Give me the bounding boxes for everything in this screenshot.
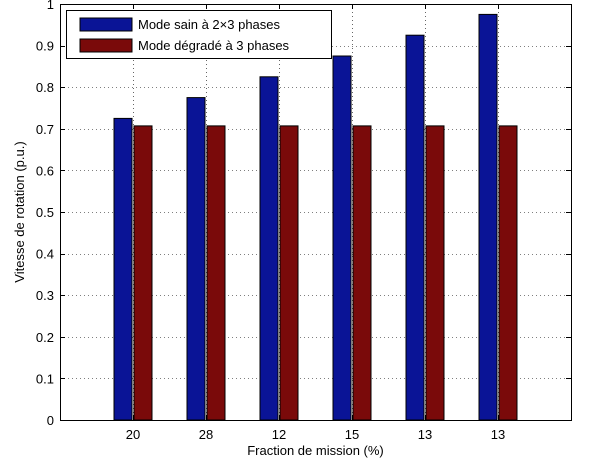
y-tick-label: 0.1 [36, 371, 54, 386]
x-tick-labels: 20 28 12 15 13 13 [126, 427, 505, 442]
y-axis-label: Vitesse de rotation (p.u.) [12, 141, 27, 282]
y-tick-label: 0.5 [36, 205, 54, 220]
bar-mode-degrade [133, 125, 153, 421]
bar-mode-degrade [498, 125, 518, 421]
y-tick-label: 0.6 [36, 163, 54, 178]
x-tick-label: 13 [491, 427, 505, 442]
legend-swatch-degrade [79, 38, 133, 53]
y-tick-label: 0.2 [36, 330, 54, 345]
bar-mode-sain [186, 97, 206, 421]
x-axis-label: Fraction de mission (%) [247, 443, 384, 458]
y-tick-labels: 0 0.1 0.2 0.3 0.4 0.5 0.6 0.7 0.8 0.9 1 [36, 0, 54, 428]
axis-ticks [60, 4, 571, 421]
legend-swatch-sain [79, 17, 133, 32]
bar-mode-degrade [279, 125, 299, 421]
x-tick-label: 20 [126, 427, 140, 442]
bar-mode-degrade [425, 125, 445, 421]
legend-label-degrade: Mode dégradé à 3 phases [138, 38, 290, 53]
bar-mode-sain [332, 55, 352, 421]
legend-label-sain: Mode sain à 2×3 phases [138, 17, 281, 32]
x-tick-label: 12 [272, 427, 286, 442]
y-tick-label: 0.9 [36, 39, 54, 54]
x-tick-label: 13 [418, 427, 432, 442]
y-tick-label: 0.4 [36, 247, 54, 262]
bar-mode-sain [405, 34, 425, 421]
y-tick-label: 1 [47, 0, 54, 12]
y-tick-label: 0.8 [36, 80, 54, 95]
bar-mode-sain [259, 76, 279, 421]
bar-mode-sain [478, 13, 498, 421]
x-tick-label: 28 [199, 427, 213, 442]
x-tick-label: 15 [345, 427, 359, 442]
y-tick-label: 0.3 [36, 288, 54, 303]
y-tick-label: 0.7 [36, 122, 54, 137]
y-tick-label: 0 [47, 413, 54, 428]
legend: Mode sain à 2×3 phases Mode dégradé à 3 … [66, 10, 332, 59]
bar-mode-degrade [352, 125, 372, 421]
bar-mode-degrade [206, 125, 226, 421]
bar-mode-sain [113, 117, 133, 421]
